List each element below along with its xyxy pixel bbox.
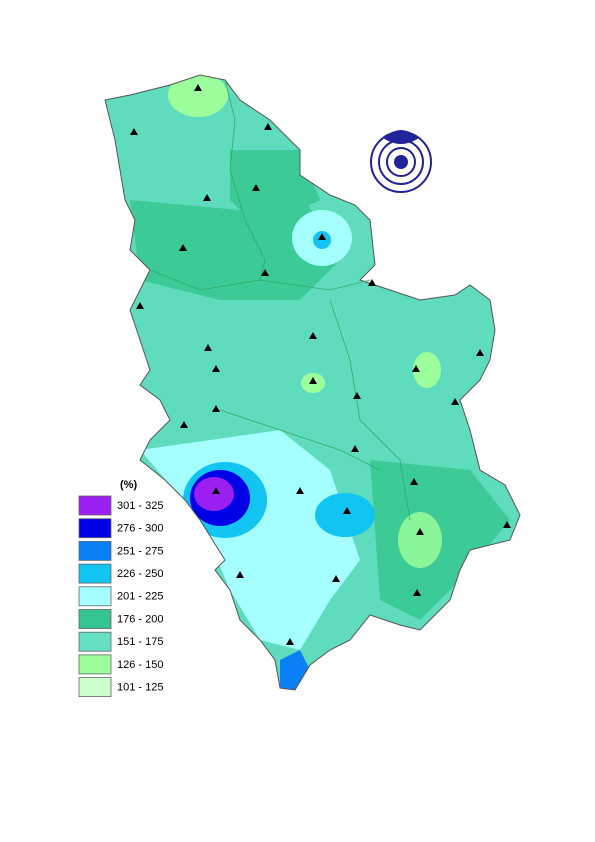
rivers xyxy=(149,79,411,521)
legend-swatch xyxy=(78,541,112,561)
legend-title: (%) xyxy=(120,479,137,491)
legend-swatch xyxy=(78,586,112,607)
legend: 301 - 325 276 - 300 251 - 275 226 - 250 201 … xyxy=(78,495,163,697)
stations xyxy=(130,84,511,645)
legend-swatch xyxy=(78,518,112,539)
legend-label: 301 - 325 xyxy=(117,500,163,512)
legend-swatch xyxy=(78,495,112,516)
legend-swatch xyxy=(78,631,112,652)
legend-swatch xyxy=(78,563,112,584)
legend-swatch xyxy=(78,677,112,697)
legend-label: 226 - 250 xyxy=(117,568,163,580)
legend-label: 276 - 300 xyxy=(117,523,163,535)
legend-label: 101 - 125 xyxy=(117,682,163,694)
legend-label: 176 - 200 xyxy=(117,613,163,625)
legend-swatch xyxy=(78,609,112,629)
legend-label: 151 - 175 xyxy=(117,636,163,648)
logo xyxy=(370,130,432,193)
legend-label: 126 - 150 xyxy=(117,659,163,671)
legend-label: 251 - 275 xyxy=(117,545,163,557)
legend-label: 201 - 225 xyxy=(117,591,163,603)
legend-swatch xyxy=(78,654,112,675)
